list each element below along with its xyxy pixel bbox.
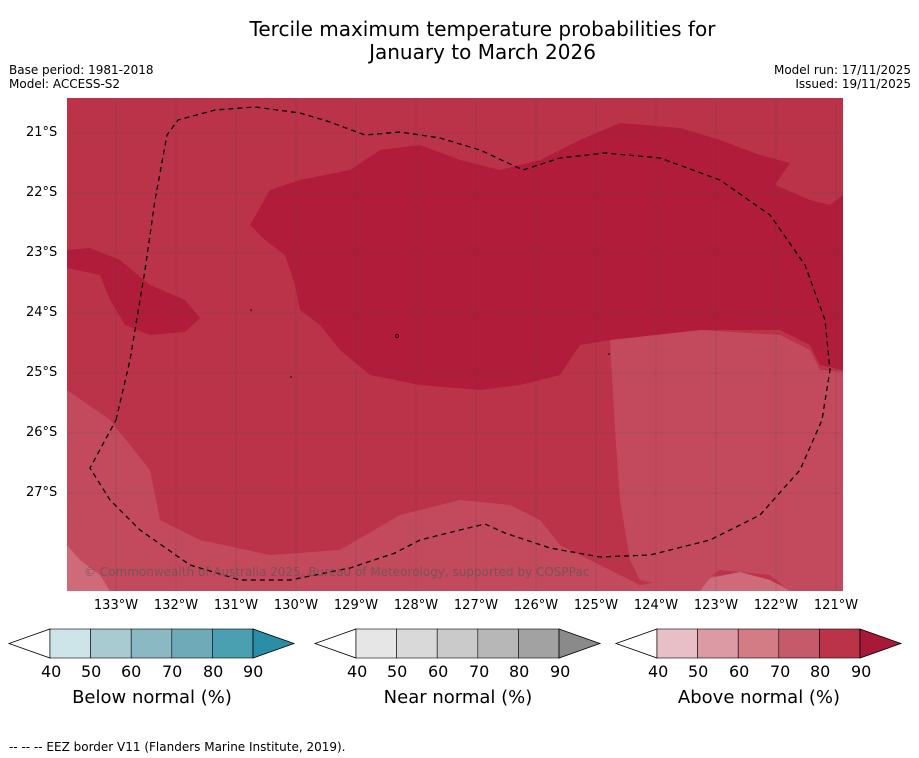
colorbars (7, 628, 903, 659)
colorbar-above-segment (656, 628, 698, 659)
colorbar-above-segment (737, 628, 780, 659)
lon-label: 131°W (213, 598, 259, 613)
cb-tick: 60 (729, 662, 750, 681)
colorbar-near-upper-extend (558, 628, 602, 659)
chart-title: Tercile maximum temperature probabilitie… (0, 18, 919, 64)
colorbar-above-title: Above normal (%) (677, 687, 841, 708)
colorbar-below-upper-extend (252, 628, 296, 659)
gridlines (67, 98, 843, 591)
lon-label: 133°W (93, 598, 139, 613)
colorbar-near-title: Near normal (%) (383, 687, 533, 708)
cb-tick: 50 (688, 662, 709, 681)
lon-label: 132°W (153, 598, 199, 613)
lon-label: 122°W (753, 598, 799, 613)
lat-label: 27°S (26, 485, 58, 500)
cb-tick: 80 (509, 662, 530, 681)
colorbar-near-segment (396, 628, 438, 659)
island-3 (290, 376, 292, 378)
colorbar-below-segment (49, 628, 91, 659)
colorbar-above-upper-extend (859, 628, 903, 659)
model-name: Model: ACCESS-S2 (9, 77, 121, 91)
meta-left: Base period: 1981-2018 Model: ACCESS-S2 (9, 63, 154, 91)
eez-border (89, 106, 831, 581)
lon-label: 121°W (813, 598, 859, 613)
cb-tick: 60 (121, 662, 142, 681)
title-line-2: January to March 2026 (369, 40, 596, 64)
field-80-90-central (250, 123, 843, 390)
lat-label: 24°S (26, 305, 58, 320)
cb-tick: 70 (770, 662, 791, 681)
lon-label: 125°W (573, 598, 619, 613)
colorbar-below-segment (171, 628, 213, 659)
lat-label: 25°S (26, 365, 58, 380)
cb-tick: 80 (810, 662, 831, 681)
colorbar-below-segment (90, 628, 132, 659)
lon-label: 127°W (453, 598, 499, 613)
colorbar-below-segment (212, 628, 254, 659)
island-2 (250, 309, 252, 311)
colorbar-below-segment (130, 628, 173, 659)
cb-tick: 60 (428, 662, 449, 681)
issued-date: Issued: 19/11/2025 (795, 77, 911, 91)
field-80-90-west (67, 248, 200, 335)
lon-label: 129°W (333, 598, 379, 613)
colorbar-near-lower-extend (313, 628, 357, 659)
cb-tick: 70 (469, 662, 490, 681)
lat-label: 23°S (26, 245, 58, 260)
colorbar-below-title: Below normal (%) (72, 687, 232, 708)
cb-tick: 50 (387, 662, 408, 681)
lon-label: 130°W (273, 598, 319, 613)
lon-label: 128°W (393, 598, 439, 613)
colorbar-above-segment (778, 628, 820, 659)
colorbar-near-segment (518, 628, 560, 659)
field-60-70-south-west (67, 390, 800, 591)
meta-right: Model run: 17/11/2025 Issued: 19/11/2025 (774, 63, 911, 91)
lon-label: 124°W (633, 598, 679, 613)
lon-label: 123°W (693, 598, 739, 613)
field-50-60-south-west (67, 545, 110, 591)
cb-tick: 40 (347, 662, 368, 681)
field-60-70-east (610, 330, 843, 591)
cb-tick: 90 (550, 662, 571, 681)
colorbar-near-segment (436, 628, 479, 659)
colorbar-near-segment (477, 628, 519, 659)
lat-label: 22°S (26, 185, 58, 200)
field-50-60-south-east (700, 572, 790, 591)
colorbar-below-lower-extend (7, 628, 51, 659)
cb-tick: 90 (851, 662, 872, 681)
eez-footnote: -- -- -- EEZ border V11 (Flanders Marine… (9, 740, 346, 754)
copyright-text: © Commonwealth of Australia 2025, Bureau… (84, 565, 590, 579)
cb-tick: 40 (648, 662, 669, 681)
cb-tick: 50 (81, 662, 102, 681)
cb-tick: 80 (203, 662, 224, 681)
title-line-1: Tercile maximum temperature probabilitie… (249, 17, 716, 41)
cb-tick: 70 (162, 662, 183, 681)
colorbar-near-segment (355, 628, 397, 659)
colorbar-above-lower-extend (614, 628, 658, 659)
cb-tick: 40 (41, 662, 62, 681)
colorbar-above-segment (819, 628, 861, 659)
island-4 (608, 353, 610, 355)
model-run: Model run: 17/11/2025 (773, 63, 911, 77)
base-period: Base period: 1981-2018 (9, 63, 154, 77)
cb-tick: 90 (243, 662, 264, 681)
lon-label: 126°W (513, 598, 559, 613)
island-1 (395, 334, 399, 338)
colorbar-above-segment (697, 628, 739, 659)
lat-label: 26°S (26, 425, 58, 440)
lat-label: 21°S (26, 125, 58, 140)
